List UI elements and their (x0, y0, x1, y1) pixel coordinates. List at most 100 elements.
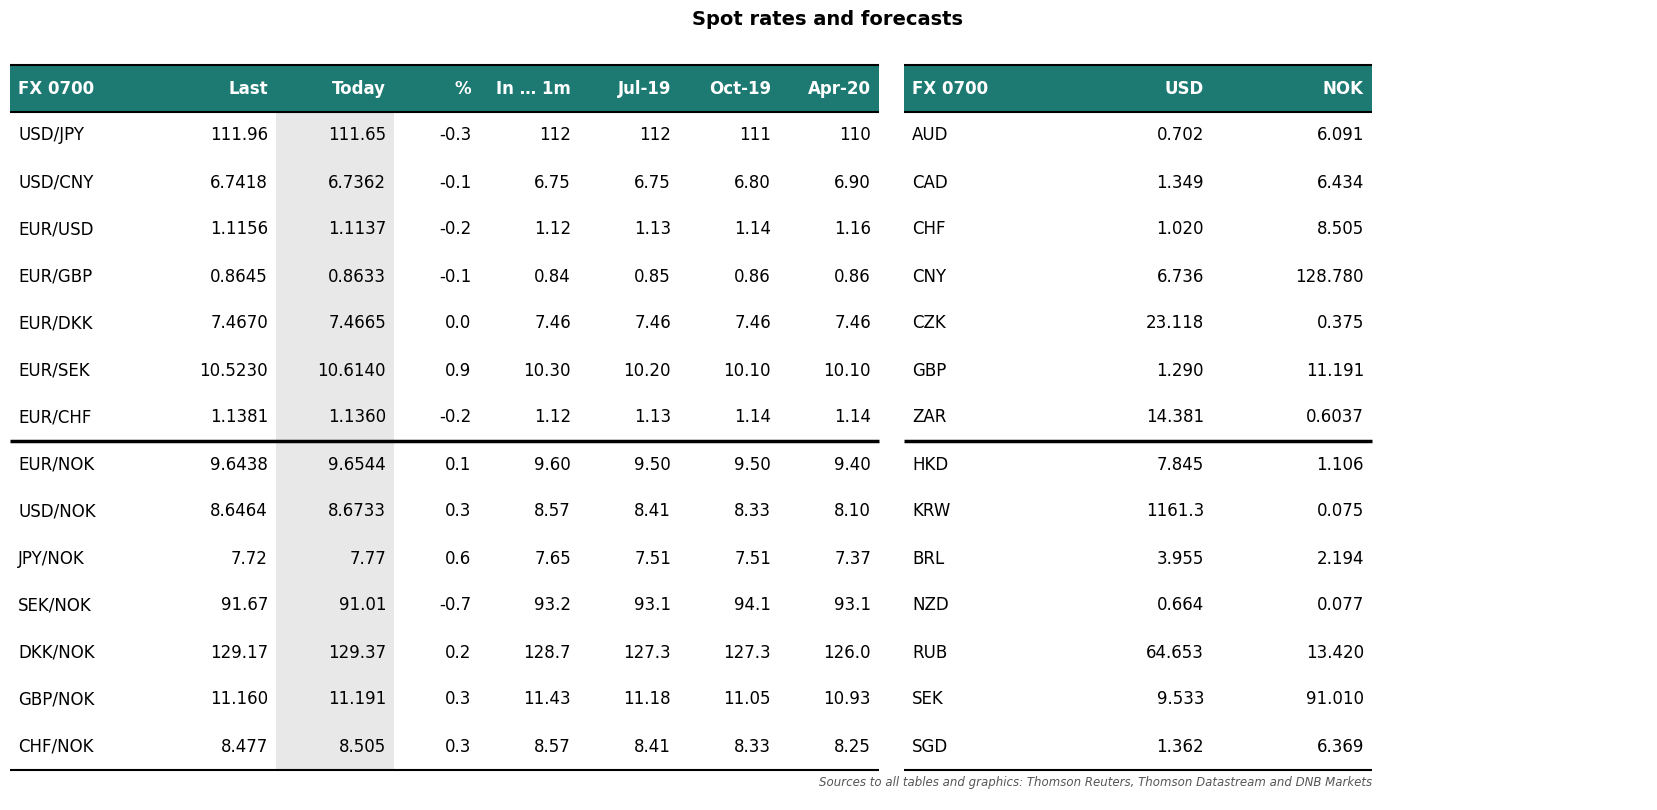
Text: 7.46: 7.46 (635, 314, 671, 332)
Text: 111.65: 111.65 (328, 126, 386, 144)
Text: 8.57: 8.57 (534, 502, 572, 521)
Text: 126.0: 126.0 (824, 643, 872, 662)
Text: %: % (454, 79, 471, 97)
Text: NOK: NOK (1322, 79, 1364, 97)
Text: 6.90: 6.90 (833, 173, 872, 191)
Text: 7.72: 7.72 (230, 549, 268, 568)
Text: 91.010: 91.010 (1306, 690, 1364, 709)
Text: 6.434: 6.434 (1317, 173, 1364, 191)
Text: 8.33: 8.33 (734, 737, 771, 756)
Text: 10.6140: 10.6140 (318, 361, 386, 380)
Text: 11.191: 11.191 (1306, 361, 1364, 380)
Text: CZK: CZK (911, 314, 946, 332)
Text: 6.7418: 6.7418 (210, 173, 268, 191)
Text: 6.091: 6.091 (1317, 126, 1364, 144)
Text: 1.14: 1.14 (734, 220, 771, 238)
Text: USD/NOK: USD/NOK (18, 502, 96, 521)
Text: 0.3: 0.3 (444, 690, 471, 709)
Text: 0.86: 0.86 (734, 267, 771, 285)
Text: 93.1: 93.1 (635, 596, 671, 615)
Text: Last: Last (229, 79, 268, 97)
Text: EUR/SEK: EUR/SEK (18, 361, 89, 380)
Bar (10, 65, 878, 112)
Text: 0.077: 0.077 (1317, 596, 1364, 615)
Text: 1.14: 1.14 (833, 408, 872, 427)
Text: 6.7362: 6.7362 (328, 173, 386, 191)
Text: 1.106: 1.106 (1317, 455, 1364, 474)
Text: GBP/NOK: GBP/NOK (18, 690, 94, 709)
Text: 0.6: 0.6 (444, 549, 471, 568)
Text: EUR/DKK: EUR/DKK (18, 314, 93, 332)
Text: 6.75: 6.75 (635, 173, 671, 191)
Text: 8.57: 8.57 (534, 737, 572, 756)
Text: DKK/NOK: DKK/NOK (18, 643, 94, 662)
Text: -0.1: -0.1 (439, 267, 471, 285)
Text: 93.2: 93.2 (534, 596, 572, 615)
Text: 9.50: 9.50 (734, 455, 771, 474)
Text: 8.10: 8.10 (833, 502, 872, 521)
Text: 8.41: 8.41 (635, 502, 671, 521)
Text: 8.477: 8.477 (220, 737, 268, 756)
Text: 14.381: 14.381 (1147, 408, 1205, 427)
Text: 91.67: 91.67 (220, 596, 268, 615)
Text: 13.420: 13.420 (1306, 643, 1364, 662)
Text: 129.17: 129.17 (210, 643, 268, 662)
Text: HKD: HKD (911, 455, 948, 474)
Text: 1.1360: 1.1360 (328, 408, 386, 427)
Text: 7.46: 7.46 (734, 314, 771, 332)
Text: 0.8645: 0.8645 (210, 267, 268, 285)
Text: 7.77: 7.77 (350, 549, 386, 568)
Text: 9.6544: 9.6544 (328, 455, 386, 474)
Text: 1.13: 1.13 (635, 408, 671, 427)
Text: JPY/NOK: JPY/NOK (18, 549, 85, 568)
Text: 7.65: 7.65 (534, 549, 572, 568)
Text: ZAR: ZAR (911, 408, 946, 427)
Text: USD/JPY: USD/JPY (18, 126, 85, 144)
Text: CHF/NOK: CHF/NOK (18, 737, 93, 756)
Text: 128.7: 128.7 (524, 643, 572, 662)
Text: 0.2: 0.2 (444, 643, 471, 662)
Text: 6.80: 6.80 (734, 173, 771, 191)
Text: 0.86: 0.86 (833, 267, 872, 285)
Text: EUR/NOK: EUR/NOK (18, 455, 94, 474)
Text: CNY: CNY (911, 267, 946, 285)
Text: USD: USD (1165, 79, 1205, 97)
Text: 10.93: 10.93 (824, 690, 872, 709)
Text: EUR/GBP: EUR/GBP (18, 267, 93, 285)
Text: Spot rates and forecasts: Spot rates and forecasts (693, 10, 963, 29)
Text: EUR/CHF: EUR/CHF (18, 408, 91, 427)
Text: 111.96: 111.96 (210, 126, 268, 144)
Text: 0.8633: 0.8633 (328, 267, 386, 285)
Text: 6.736: 6.736 (1157, 267, 1205, 285)
Text: 1.13: 1.13 (635, 220, 671, 238)
Text: 0.375: 0.375 (1317, 314, 1364, 332)
Text: -0.1: -0.1 (439, 173, 471, 191)
Text: -0.2: -0.2 (439, 408, 471, 427)
Text: 1161.3: 1161.3 (1145, 502, 1205, 521)
Text: 8.6464: 8.6464 (210, 502, 268, 521)
Text: 10.5230: 10.5230 (199, 361, 268, 380)
Bar (905, 65, 1372, 112)
Text: 1.16: 1.16 (833, 220, 872, 238)
Text: 9.6438: 9.6438 (210, 455, 268, 474)
Text: 6.369: 6.369 (1317, 737, 1364, 756)
Text: Jul-19: Jul-19 (618, 79, 671, 97)
Text: 127.3: 127.3 (724, 643, 771, 662)
Text: 7.4670: 7.4670 (210, 314, 268, 332)
Text: 1.12: 1.12 (534, 220, 572, 238)
Text: NZD: NZD (911, 596, 949, 615)
Text: -0.7: -0.7 (439, 596, 471, 615)
Text: 7.845: 7.845 (1157, 455, 1205, 474)
Text: 64.653: 64.653 (1147, 643, 1205, 662)
Text: 128.780: 128.780 (1296, 267, 1364, 285)
Text: EUR/USD: EUR/USD (18, 220, 93, 238)
Text: -0.2: -0.2 (439, 220, 471, 238)
Text: 9.533: 9.533 (1157, 690, 1205, 709)
Text: 11.18: 11.18 (623, 690, 671, 709)
Text: RUB: RUB (911, 643, 948, 662)
Text: 9.40: 9.40 (833, 455, 872, 474)
Text: In … 1m: In … 1m (495, 79, 572, 97)
Text: GBP: GBP (911, 361, 946, 380)
Text: SEK: SEK (911, 690, 944, 709)
Text: 10.30: 10.30 (524, 361, 572, 380)
